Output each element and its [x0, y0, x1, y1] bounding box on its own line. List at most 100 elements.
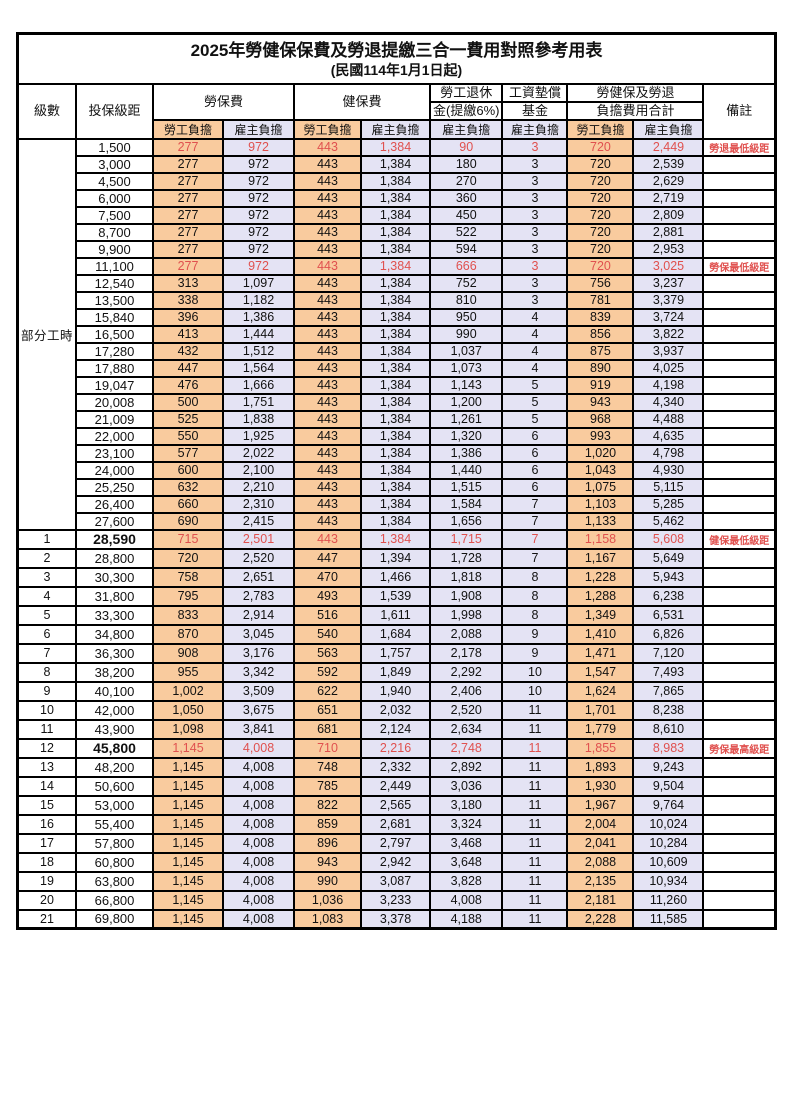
value-cell: 11 [501, 756, 569, 778]
value-cell: 11 [501, 699, 569, 721]
value-cell: 3 [501, 137, 569, 157]
value-cell: 3,233 [360, 889, 432, 911]
bracket-cell: 3,000 [75, 154, 155, 174]
value-cell: 3,937 [632, 341, 705, 361]
value-cell: 550 [152, 426, 225, 446]
value-cell: 443 [293, 392, 363, 412]
value-cell: 1,838 [222, 409, 296, 429]
value-cell: 2,124 [360, 718, 432, 740]
value-cell: 4,008 [222, 832, 296, 854]
note-cell [702, 460, 777, 480]
value-cell: 2,942 [360, 851, 432, 873]
value-cell: 1,020 [566, 443, 635, 463]
bracket-cell: 24,000 [75, 460, 155, 480]
value-cell: 8,610 [632, 718, 705, 740]
value-cell: 447 [293, 547, 363, 569]
bracket-cell: 13,500 [75, 290, 155, 310]
table-row: 22,000 550 1,925 443 1,384 1,320 6 993 4,635 [18, 426, 777, 446]
value-cell: 720 [566, 256, 635, 276]
header-wage-fund-line1: 工資墊償 [501, 82, 569, 103]
bracket-cell: 48,200 [75, 756, 155, 778]
value-cell: 2,135 [566, 870, 635, 892]
value-cell: 4,008 [222, 908, 296, 930]
value-cell: 950 [429, 307, 504, 327]
value-cell: 1,666 [222, 375, 296, 395]
value-cell: 525 [152, 409, 225, 429]
note-cell [702, 188, 777, 208]
value-cell: 666 [429, 256, 504, 276]
value-cell: 8,983 [632, 737, 705, 759]
value-cell: 11 [501, 908, 569, 930]
bracket-cell: 9,900 [75, 239, 155, 259]
note-cell [702, 585, 777, 607]
table-row: 17 57,800 1,145 4,008 896 2,797 3,468 11 2,041 10… [16, 832, 777, 854]
value-cell: 710 [293, 737, 363, 759]
table-row: 16 55,400 1,145 4,008 859 2,681 3,324 11 2,004 10… [16, 813, 777, 835]
bracket-cell: 20,008 [75, 392, 155, 412]
value-cell: 720 [566, 188, 635, 208]
table-row: 13,500 338 1,182 443 1,384 810 3 781 3,379 [18, 290, 777, 310]
value-cell: 1,384 [360, 324, 432, 344]
bracket-cell: 40,100 [75, 680, 155, 702]
value-cell: 955 [152, 661, 225, 683]
value-cell: 1,584 [429, 494, 504, 514]
value-cell: 720 [566, 205, 635, 225]
note-cell [702, 794, 777, 816]
table-row: 12 45,800 1,145 4,008 710 2,216 2,748 11 1,855 8,… [16, 737, 777, 759]
table-row: 27,600 690 2,415 443 1,384 1,656 7 1,133 5,462 [18, 511, 777, 531]
note-cell [702, 511, 777, 531]
value-cell: 5 [501, 392, 569, 412]
value-cell: 8,238 [632, 699, 705, 721]
value-cell: 2,032 [360, 699, 432, 721]
reference-sheet: 2025年勞健保保費及勞退提繳三合一費用對照參考用表 (民國114年1月1日起)… [16, 32, 777, 930]
value-cell: 1,145 [152, 870, 225, 892]
value-cell: 919 [566, 375, 635, 395]
value-cell: 5,649 [632, 547, 705, 569]
value-cell: 3,378 [360, 908, 432, 930]
value-cell: 1,466 [360, 566, 432, 588]
bracket-cell: 6,000 [75, 188, 155, 208]
note-cell [702, 154, 777, 174]
value-cell: 6 [501, 443, 569, 463]
bracket-cell: 1,500 [75, 137, 155, 157]
table-row: 7 36,300 908 3,176 563 1,757 2,178 9 1,471 7,120 [16, 642, 777, 664]
value-cell: 443 [293, 426, 363, 446]
value-cell: 8 [501, 566, 569, 588]
value-cell: 11 [501, 832, 569, 854]
value-cell: 4 [501, 341, 569, 361]
value-cell: 2,881 [632, 222, 705, 242]
value-cell: 443 [293, 256, 363, 276]
table-row: 19 63,800 1,145 4,008 990 3,087 3,828 11 2,135 10… [16, 870, 777, 892]
table-row: 部分工時 1,500 277 972 443 1,384 90 3 720 2,449 勞退最低級距 [16, 137, 777, 531]
note-cell [702, 443, 777, 463]
level-cell: 15 [16, 794, 78, 816]
value-cell: 7 [501, 547, 569, 569]
note-cell [702, 222, 777, 242]
value-cell: 1,288 [566, 585, 635, 607]
value-cell: 3,509 [222, 680, 296, 702]
bracket-cell: 53,000 [75, 794, 155, 816]
note-cell [702, 870, 777, 892]
bracket-cell: 38,200 [75, 661, 155, 683]
value-cell: 795 [152, 585, 225, 607]
note-cell [702, 547, 777, 569]
note-cell [702, 642, 777, 664]
value-cell: 500 [152, 392, 225, 412]
bracket-cell: 28,800 [75, 547, 155, 569]
value-cell: 2,332 [360, 756, 432, 778]
value-cell: 993 [566, 426, 635, 446]
header-health-insurance: 健保費 [293, 82, 432, 121]
value-cell: 1,320 [429, 426, 504, 446]
note-cell [702, 623, 777, 645]
value-cell: 6,238 [632, 585, 705, 607]
value-cell: 443 [293, 188, 363, 208]
value-cell: 890 [566, 358, 635, 378]
value-cell: 908 [152, 642, 225, 664]
value-cell: 11 [501, 870, 569, 892]
table-row: 13 48,200 1,145 4,008 748 2,332 2,892 11 1,893 9,… [16, 756, 777, 778]
header-row-3: 勞工負擔 雇主負擔 勞工負擔 雇主負擔 雇主負擔 雇主負擔 勞工負擔 雇主負擔 [18, 118, 776, 140]
value-cell: 896 [293, 832, 363, 854]
value-cell: 3,841 [222, 718, 296, 740]
value-cell: 1,925 [222, 426, 296, 446]
value-cell: 3 [501, 273, 569, 293]
